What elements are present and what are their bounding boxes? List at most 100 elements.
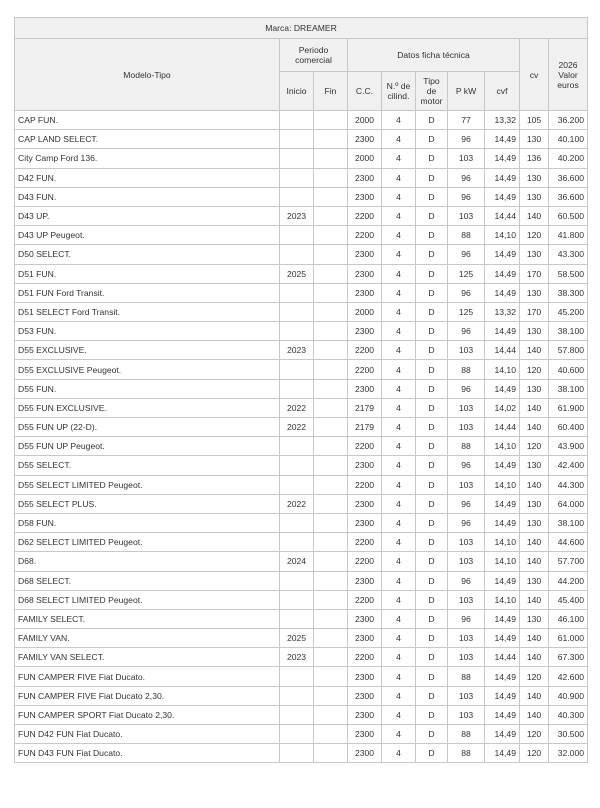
column-header: N.º de cilind. [381, 71, 416, 111]
table-cell: 4 [381, 129, 416, 150]
table-cell: 2300 [347, 167, 382, 188]
table-cell: D [415, 723, 448, 745]
table-cell: 96 [447, 608, 485, 630]
table-cell: D [415, 359, 448, 380]
table-cell: 4 [381, 225, 416, 246]
table-cell: D55 FUN. [14, 378, 280, 399]
table-cell: D55 SELECT. [14, 455, 280, 476]
table-cell: D55 SELECT PLUS. [14, 493, 280, 514]
table-cell [279, 129, 314, 150]
table-cell [279, 301, 314, 323]
table-cell: D [415, 551, 448, 572]
table-cell: 77 [447, 109, 485, 131]
table-cell: 140 [519, 628, 549, 649]
table-cell: FUN CAMPER FIVE Fiat Ducato. [14, 666, 280, 687]
table-cell: 2300 [347, 282, 382, 303]
table-cell: D [415, 167, 448, 188]
table-cell: D68 SELECT. [14, 570, 280, 591]
table-cell: 4 [381, 205, 416, 227]
table-cell: 2200 [347, 589, 382, 610]
table-cell [313, 167, 348, 188]
table-cell: 64.000 [547, 493, 589, 514]
table-cell: D43 FUN. [14, 186, 280, 207]
table-cell: D [415, 282, 448, 303]
table-cell [279, 743, 314, 764]
table-cell: D [415, 570, 448, 591]
table-cell: 4 [381, 167, 416, 188]
table-cell: 2300 [347, 704, 382, 726]
table-cell: 46.100 [547, 608, 589, 630]
table-row: D55 EXCLUSIVE. 2023 2200 4 D 103 14,44 140 57.80… [14, 340, 589, 361]
table-cell: D62 SELECT LIMITED Peugeot. [14, 532, 280, 553]
table-cell: D [415, 301, 448, 323]
table-cell [279, 608, 314, 630]
table-cell [279, 666, 314, 687]
table-cell [279, 474, 314, 495]
table-cell: FUN CAMPER FIVE Fiat Ducato 2,30. [14, 685, 280, 706]
table-row: FAMILY VAN SELECT. 2023 2200 4 D 103 14,44 140 6… [14, 647, 589, 668]
table-cell [313, 244, 348, 265]
table-cell: 2200 [347, 340, 382, 361]
table-cell: 140 [519, 647, 549, 668]
table-cell: FAMILY VAN. [14, 628, 280, 649]
column-header: Tipo de motor [415, 71, 448, 111]
table-row: D55 EXCLUSIVE Peugeot. 2200 4 D 88 14,10 120 40… [14, 359, 589, 380]
table-cell: 44.300 [547, 474, 589, 495]
table-row: CAP FUN. 2000 4 D 77 13,32 105 36.200 [14, 109, 589, 131]
table-cell [279, 359, 314, 380]
table-row: City Camp Ford 136. 2000 4 D 103 14,49 136 40.2… [14, 148, 589, 169]
table-cell [313, 397, 348, 419]
table-cell: 38.100 [547, 378, 589, 399]
table-cell: 2000 [347, 301, 382, 323]
column-header: P kW [447, 71, 485, 111]
table-cell: 140 [519, 685, 549, 706]
table-cell: 4 [381, 436, 416, 457]
table-cell: 14,49 [484, 186, 520, 207]
table-cell: 36.600 [547, 167, 589, 188]
table-cell: D [415, 148, 448, 169]
table-cell: 14,02 [484, 397, 520, 419]
table-cell: 170 [519, 263, 549, 284]
table-cell: 140 [519, 205, 549, 227]
table-cell: 120 [519, 436, 549, 457]
table-cell: 2300 [347, 244, 382, 265]
table-cell: 4 [381, 628, 416, 649]
table-cell [279, 148, 314, 169]
table-row: FAMILY VAN. 2025 2300 4 D 103 14,49 140 61.000 [14, 628, 589, 649]
table-cell [313, 532, 348, 553]
column-header: Fin [313, 71, 348, 111]
table-cell [313, 148, 348, 169]
table-cell: 103 [447, 532, 485, 553]
table-cell [313, 186, 348, 207]
table-cell [279, 225, 314, 246]
table-cell: 170 [519, 301, 549, 323]
table-cell [313, 436, 348, 457]
table-cell: 103 [447, 589, 485, 610]
table-cell: FUN D43 FUN Fiat Ducato. [14, 743, 280, 764]
table-cell [313, 416, 348, 438]
table-cell: 4 [381, 608, 416, 630]
table-cell: 4 [381, 321, 416, 342]
table-cell: 14,49 [484, 148, 520, 169]
table-cell: 41.800 [547, 225, 589, 246]
table-cell: 2300 [347, 321, 382, 342]
table-cell: 2300 [347, 186, 382, 207]
table-cell: 130 [519, 570, 549, 591]
table-row: FUN CAMPER FIVE Fiat Ducato 2,30. 2300 4 D 1… [14, 685, 589, 706]
table-row: D43 UP Peugeot. 2200 4 D 88 14,10 120 41.800 [14, 225, 589, 246]
table-cell: 2022 [279, 416, 314, 438]
table-cell: 14,49 [484, 455, 520, 476]
table-cell: D [415, 628, 448, 649]
table-cell: 4 [381, 186, 416, 207]
table-cell [313, 301, 348, 323]
table-cell: D55 FUN EXCLUSIVE. [14, 397, 280, 419]
table-cell: D55 EXCLUSIVE. [14, 340, 280, 361]
table-cell [279, 723, 314, 745]
table-cell: 14,49 [484, 628, 520, 649]
table-cell: 40.600 [547, 359, 589, 380]
table-row: FUN CAMPER SPORT Fiat Ducato 2,30. 2300 4 D… [14, 704, 589, 726]
table-cell: 4 [381, 743, 416, 764]
table-row: FUN D42 FUN Fiat Ducato. 2300 4 D 88 14,49 120… [14, 723, 589, 745]
table-cell: 2200 [347, 647, 382, 668]
table-cell: 30.500 [547, 723, 589, 745]
